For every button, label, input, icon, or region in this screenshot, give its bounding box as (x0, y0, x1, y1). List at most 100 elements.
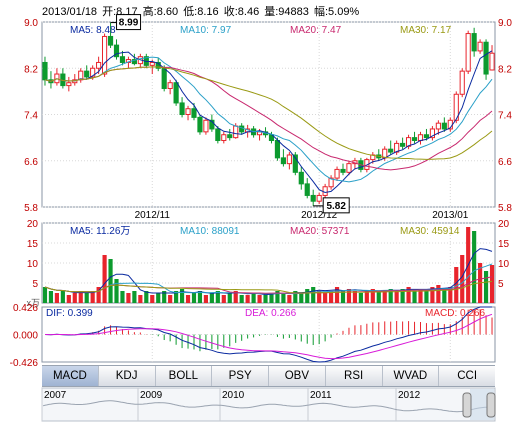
candle-up (149, 61, 155, 66)
candle-up (233, 125, 239, 139)
navigator-year-label: 2007 (44, 390, 67, 401)
volume-bar-down (156, 293, 161, 303)
volume-ytick-left: 15 (27, 239, 39, 250)
candle-down (191, 108, 197, 118)
header-bar: 2013/01/18 开:8.17 高:8.60 低:8.16 收:8.46 量… (42, 3, 361, 19)
volume-bar-down (412, 291, 417, 303)
volume-bar-up (370, 289, 375, 303)
navigator-year-label: 2010 (222, 390, 245, 401)
candle-up (66, 82, 72, 87)
price-ytick-left: 5.8 (24, 203, 38, 214)
candle-down (310, 194, 316, 202)
macd-ytick-left: 0.000 (13, 331, 38, 342)
volume-bar-down (251, 293, 256, 303)
candle-up (417, 134, 424, 142)
volume-bar-up (203, 295, 209, 303)
volume-bar-up (430, 287, 435, 303)
volume-bar-down (483, 271, 489, 303)
volume-bar-down (358, 293, 363, 303)
price-panel: 9.0 9.0 8.2 8.2 7.4 7.4 6.6 6.6 5.8 5.8 2012/11 201… (24, 14, 512, 221)
volume-bar-down (132, 291, 137, 303)
candle-up (429, 128, 436, 139)
candle-down (227, 134, 233, 139)
price-ma-label: MA30: 7.17 (400, 25, 452, 36)
tab-psy[interactable]: PSY (212, 366, 269, 386)
candle-up (435, 122, 441, 130)
navigator-left-handle[interactable] (462, 392, 472, 418)
candle-down (411, 137, 418, 142)
candle-up (286, 154, 292, 165)
volume-bar-up (418, 289, 423, 303)
macd-panel: 0.426 0.000 -0.426 DIF: 0.399 DEA: 0.266 MACD… (10, 303, 496, 369)
candle-down (388, 148, 394, 153)
volume-bar-up (257, 295, 262, 303)
candle-down (292, 154, 298, 173)
volume-bar-up (460, 255, 465, 303)
volume-bar-down (299, 293, 304, 303)
candle-up (334, 168, 340, 179)
tab-obv[interactable]: OBV (269, 366, 326, 386)
header-date: 2013/01/18 (42, 6, 98, 18)
volume-bar-up (138, 295, 143, 303)
volume-bar-up (334, 287, 340, 303)
volume-bar-down (144, 291, 149, 303)
volume-bar-down (269, 293, 274, 303)
volume-ma5-line (44, 248, 493, 296)
header-high: 高:8.60 (142, 6, 179, 18)
macd-ytick-left: -0.426 (10, 358, 39, 369)
volume-bar-down (84, 293, 89, 303)
volume-bar-down (197, 291, 203, 303)
volume-ma-label: MA30: 45914 (400, 226, 460, 237)
candle-up (90, 67, 96, 78)
volume-ytick-left: 5 (32, 279, 38, 290)
ma30-line (44, 66, 493, 160)
price-ma-label: MA10: 7.97 (180, 25, 232, 36)
volume-bar-down (388, 289, 393, 303)
volume-bar-down (42, 287, 48, 303)
tab-boll[interactable]: BOLL (156, 366, 213, 386)
tab-macd[interactable]: MACD (42, 366, 99, 386)
volume-bar-down (311, 287, 316, 303)
volume-ytick-left: 20 (27, 219, 39, 230)
volume-bar-up (436, 285, 441, 303)
candle-down (42, 61, 48, 81)
volume-bar-up (72, 293, 77, 303)
navigator-right-handle[interactable] (486, 392, 496, 418)
candle-down (179, 102, 185, 115)
volume-bar-up (364, 291, 369, 303)
macd-ytick-left: 0.426 (13, 303, 38, 314)
volume-bar-down (179, 289, 185, 303)
volume-bar-up (394, 291, 399, 303)
volume-panel: 20 20 15 15 10 10 5 5 x万 MA5: 11.26万 MA10: 88091 MA… (26, 219, 509, 308)
candle-up (221, 134, 227, 142)
tab-kdj[interactable]: KDJ (99, 366, 156, 386)
volume-bar-up (90, 291, 95, 303)
tab-cci[interactable]: CCI (457, 370, 478, 382)
volume-ma-label: MA5: 11.26万 (70, 226, 130, 237)
volume-ytick-left: 10 (27, 259, 39, 270)
candle-down (173, 82, 179, 104)
volume-bar-down (340, 291, 346, 303)
price-xtick-label: 2012/12 (301, 210, 338, 221)
tab-rsi[interactable]: RSI (326, 366, 383, 386)
volume-bar-up (328, 291, 334, 303)
tab-wvad[interactable]: WVAD (383, 366, 440, 386)
volume-bar-up (66, 295, 71, 303)
volume-bar-up (287, 295, 292, 303)
volume-bar-down (281, 293, 286, 303)
candle-up (185, 108, 191, 115)
candle-down (107, 35, 114, 46)
volume-bar-down (108, 259, 113, 303)
candle-up (346, 163, 352, 173)
price-ytick-right: 6.6 (498, 157, 512, 168)
volume-bar-down (472, 231, 477, 303)
low-callout-box (322, 197, 350, 214)
volume-bar-down (424, 291, 429, 303)
volume-ytick-right: 20 (498, 219, 510, 230)
indicator-tabs: MACD KDJ BOLL PSY OBV RSI WVAD CCI (42, 365, 495, 387)
candle-down (84, 70, 90, 78)
volume-bar-up (78, 291, 83, 303)
price-xtick-label: 2013/01 (432, 210, 469, 221)
volume-ytick-right: 5 (498, 279, 504, 290)
